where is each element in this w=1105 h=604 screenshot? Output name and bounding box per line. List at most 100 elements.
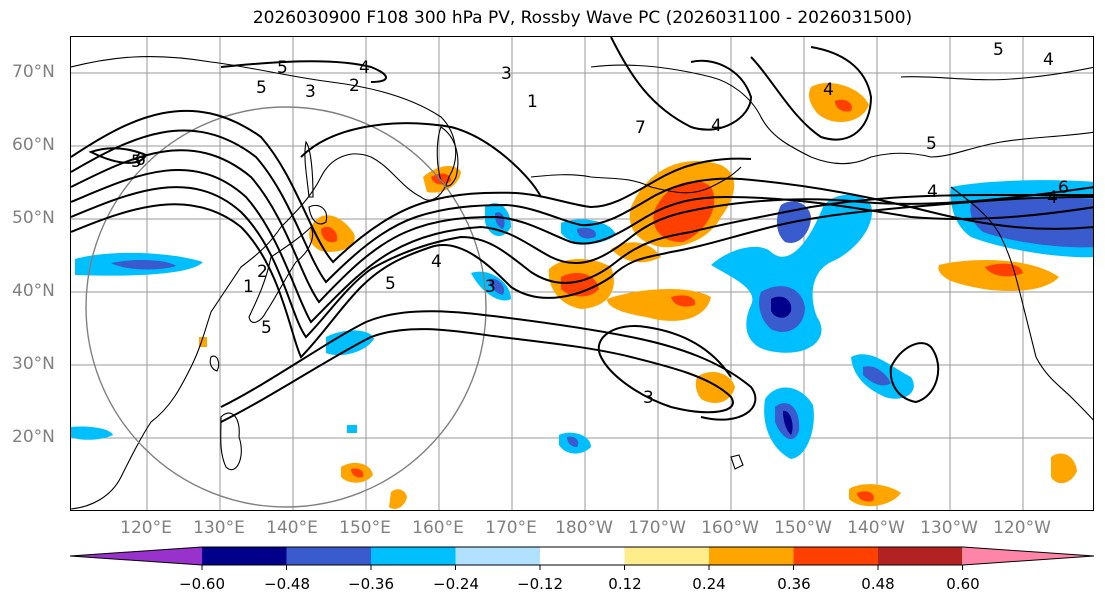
pv-contour — [889, 342, 940, 404]
colorbar-segment — [371, 547, 456, 565]
pos-blob — [849, 484, 901, 507]
map-svg: 5 5 3 2 4 1 3 4 5 5 4 4 7 2 1 5 3 3 5 4 … — [71, 37, 1093, 510]
pv-contour — [220, 60, 387, 83]
contour-label: 6 — [1058, 178, 1069, 198]
coast-hawaii — [730, 454, 744, 470]
pos-blob — [389, 489, 407, 509]
neg-blob — [111, 259, 176, 270]
contour-label: 4 — [359, 58, 370, 78]
colorbar-segments — [69, 546, 1095, 566]
colorbar-segment — [455, 547, 540, 565]
pv-contour — [300, 122, 542, 198]
pv-contour — [71, 149, 1093, 304]
colorbar-segment — [624, 547, 709, 565]
lon-label: 150°E — [339, 518, 391, 538]
lon-label: 120°E — [120, 518, 172, 538]
negative-anomalies — [71, 180, 1093, 459]
pv-contour — [220, 310, 757, 421]
neg-blob — [711, 194, 872, 353]
lon-label: 120°W — [993, 518, 1051, 538]
positive-anomalies — [199, 83, 1077, 509]
coast-taiwan — [209, 355, 220, 372]
contour-label: 5 — [277, 58, 288, 78]
pv-contour — [88, 147, 148, 164]
coast-asia — [71, 56, 457, 510]
colorbar-tick-label: −0.24 — [433, 575, 479, 593]
pos-blob — [835, 99, 852, 112]
pos-blob — [351, 468, 364, 478]
colorbar-tick-label: −0.36 — [348, 575, 394, 593]
pv-contour — [71, 129, 1093, 284]
colorbar-tick-label: −0.48 — [264, 575, 310, 593]
contour-label: 4 — [823, 80, 834, 100]
contour-label: 2 — [349, 76, 360, 96]
colorbar-tick-label: 0.36 — [777, 575, 811, 593]
coast-northamerica — [950, 186, 1093, 421]
contour-labels: 5 5 3 2 4 1 3 4 5 5 4 4 7 2 1 5 3 3 5 4 … — [131, 40, 1069, 408]
coast-hokkaido — [308, 204, 328, 225]
colorbar-segment — [70, 547, 202, 565]
pos-blob — [607, 288, 711, 321]
lon-label: 130°W — [920, 518, 978, 538]
contour-label: 6 — [135, 150, 146, 170]
neg-blob — [347, 425, 357, 433]
neg-blob — [771, 296, 792, 318]
pv-contour — [71, 109, 752, 264]
contour-label: 3 — [501, 64, 512, 84]
colorbar-tick-label: 0.24 — [692, 575, 726, 593]
pv-contour — [220, 325, 734, 423]
lat-label: 40°N — [12, 281, 55, 301]
colorbar-tick-label: 0.48 — [861, 575, 895, 593]
reference-circle — [85, 106, 487, 508]
lat-label: 50°N — [12, 208, 55, 228]
contour-label: 4 — [1047, 188, 1058, 208]
lon-label: 150°W — [774, 518, 832, 538]
lat-label: 30°N — [12, 354, 55, 374]
lon-label: 130°E — [193, 518, 245, 538]
pv-contour — [750, 46, 873, 141]
contour-label: 3 — [305, 82, 316, 102]
lon-label: 170°W — [628, 518, 686, 538]
pos-blob — [938, 260, 1059, 292]
lon-label: 140°E — [266, 518, 318, 538]
contour-label: 5 — [261, 318, 272, 338]
contour-label: 3 — [643, 388, 654, 408]
neg-blob — [326, 330, 374, 356]
lat-label: 20°N — [12, 427, 55, 447]
contour-label: 5 — [131, 152, 142, 172]
colorbar-segment — [709, 547, 794, 565]
pv-contour — [610, 37, 753, 131]
pv-contour — [71, 186, 1093, 339]
colorbar-tick-label: −0.12 — [517, 575, 563, 593]
lat-label: 70°N — [12, 62, 55, 82]
contour-label: 7 — [635, 118, 646, 138]
contour-label: 5 — [926, 134, 937, 154]
lon-label: 160°E — [412, 518, 464, 538]
colorbar-tick-label: −0.60 — [179, 575, 225, 593]
map-panel: 5 5 3 2 4 1 3 4 5 5 4 4 7 2 1 5 3 3 5 4 … — [70, 36, 1094, 511]
contour-label: 5 — [385, 274, 396, 294]
lon-label: 180°W — [555, 518, 613, 538]
neg-blob — [970, 197, 1093, 248]
colorbar-segment — [286, 547, 371, 565]
pv-contours — [71, 37, 1093, 423]
lon-label: 170°E — [485, 518, 537, 538]
neg-blob — [577, 227, 596, 239]
lon-label: 140°W — [847, 518, 905, 538]
pos-blob — [695, 372, 735, 403]
contour-label: 4 — [711, 116, 722, 136]
coast-arctic — [900, 66, 1093, 81]
colorbar-segment — [202, 547, 287, 565]
neg-blob — [71, 426, 113, 440]
coast-alaska — [590, 64, 1093, 165]
colorbar-outline — [69, 546, 1095, 566]
pv-contour — [71, 168, 1093, 324]
coast-aleutians — [530, 166, 742, 194]
contour-label: 2 — [257, 262, 268, 282]
pos-blob — [857, 491, 874, 502]
colorbar-segment — [793, 547, 878, 565]
contour-label: 3 — [485, 277, 496, 297]
contour-label: 5 — [256, 78, 267, 98]
contour-label: 5 — [993, 40, 1004, 60]
contour-label: 1 — [243, 277, 254, 297]
